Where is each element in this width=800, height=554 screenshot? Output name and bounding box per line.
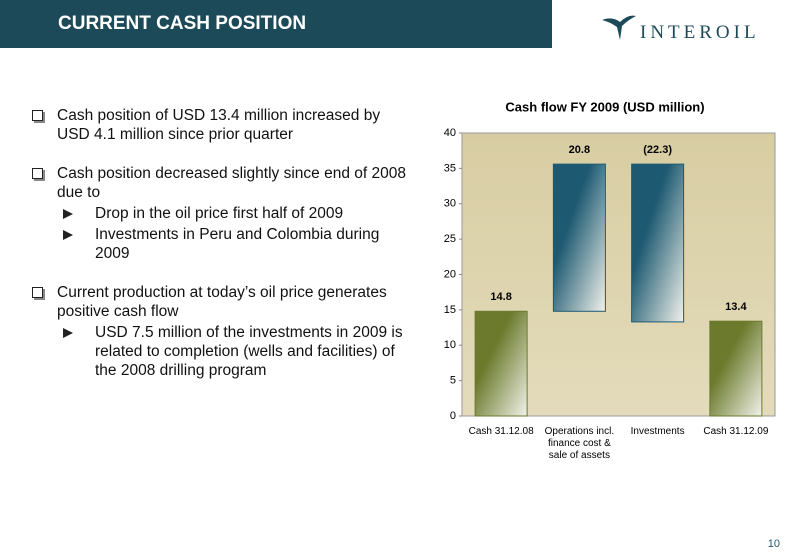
y-tick-label: 20 [444, 268, 456, 280]
x-tick-label: Investments [630, 426, 685, 437]
x-tick-label: Operations incl. finance cost & sale of … [544, 426, 615, 461]
value-label: 14.8 [490, 291, 511, 303]
page-number: 10 [767, 538, 780, 550]
sub-bullet: Investments in Peru and Colombia during … [59, 225, 415, 263]
y-tick-label: 0 [450, 410, 456, 422]
value-label: 13.4 [725, 301, 747, 313]
sub-bullet: USD 7.5 million of the investments in 20… [59, 323, 415, 380]
bullet-group: Cash position of USD 13.4 million increa… [30, 106, 415, 144]
bar [474, 310, 528, 417]
value-label: 20.8 [569, 144, 590, 156]
sub-bullet: Drop in the oil price first half of 2009 [59, 204, 415, 223]
value-label: (22.3) [643, 144, 672, 156]
logo-icon [602, 15, 636, 40]
x-tick-label: Cash 31.12.09 [703, 426, 769, 437]
header-bar: CURRENT CASH POSITION [0, 0, 552, 48]
x-tick-label: Cash 31.12.08 [468, 426, 534, 437]
slide-title: CURRENT CASH POSITION [58, 13, 307, 34]
bar [631, 163, 685, 323]
bullet: Cash position of USD 13.4 million increa… [30, 106, 415, 144]
bullet-group: Current production at today’s oil price … [30, 283, 415, 380]
bar [709, 320, 763, 417]
logo-text: INTEROIL [640, 22, 760, 43]
y-tick-label: 30 [444, 198, 456, 210]
bullet-list: Cash position of USD 13.4 million increa… [30, 106, 415, 400]
y-tick-label: 5 [450, 375, 456, 387]
chart-title: Cash flow FY 2009 (USD million) [505, 99, 704, 114]
y-tick-label: 35 [444, 162, 456, 174]
y-tick-label: 40 [444, 127, 456, 139]
bullet-group: Cash position decreased slightly since e… [30, 164, 415, 263]
y-tick-label: 15 [444, 304, 456, 316]
bar [552, 163, 606, 312]
bullet: Current production at today’s oil price … [30, 283, 415, 321]
y-tick-label: 25 [444, 233, 456, 245]
bullet: Cash position decreased slightly since e… [30, 164, 415, 202]
y-tick-label: 10 [444, 339, 456, 351]
